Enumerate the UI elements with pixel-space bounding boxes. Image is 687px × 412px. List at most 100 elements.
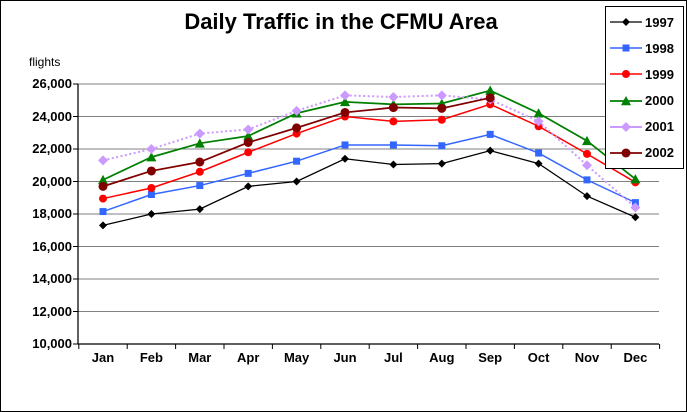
x-tick-label: May [283,350,310,365]
diamond-marker [194,128,205,139]
legend-entry-2001: 2001 [609,119,683,134]
circle-marker [146,166,156,176]
x-tick-label: Dec [623,350,648,365]
series-line-1999 [102,103,636,200]
x-tick-label: Sep [478,350,503,365]
legend-label: 2002 [645,145,674,161]
series-line-1997 [102,149,636,226]
x-tick-label: Jul [383,350,403,365]
square-marker [535,149,543,157]
diamond-marker [622,18,630,27]
square-marker [196,182,204,190]
y-tick-label: 24,000 [32,108,72,124]
diamond-marker [291,105,302,116]
diamond-marker [621,121,631,132]
square-marker [389,141,397,149]
diamond-marker [583,192,591,201]
diamond-marker [341,154,349,163]
circle-marker [244,148,253,157]
square-marker [293,157,301,165]
legend-label: 1997 [645,14,674,30]
triangle-marker [485,85,496,95]
triangle-marker [194,138,205,148]
series-line-2001 [102,94,637,209]
legend-key-2000 [610,95,642,105]
diamond-marker [292,177,301,186]
circle-marker [622,70,630,79]
legend: 1997 1998 1999 2000 2001 2002 [605,6,684,169]
circle-marker [147,184,156,192]
legend-label: 1999 [645,66,674,82]
square-marker [583,176,591,184]
circle-marker [437,103,447,113]
legend-entry-1998: 1998 [609,41,683,56]
legend-key-1997 [610,18,642,27]
y-tick-label: 22,000 [32,141,72,156]
diamond-marker [244,182,253,191]
x-tick-label: Oct [527,350,550,365]
legend-label: 2000 [645,93,674,109]
triangle-marker [146,152,157,162]
square-marker [99,208,107,216]
y-tick-label: 10,000 [32,336,72,351]
legend-key-2002 [610,148,642,158]
x-tick-label: Nov [574,350,600,365]
square-marker [438,142,446,150]
x-tick-label: Jan [91,350,115,365]
series-line-2000 [102,89,636,181]
diamond-marker [486,146,495,155]
circle-marker [485,93,495,103]
diamond-marker [146,144,157,154]
x-tick-label: Jun [333,350,357,365]
circle-marker [583,149,591,158]
triangle-marker [98,174,108,185]
y-tick-label: 18,000 [32,206,72,221]
legend-key-1999 [610,70,642,79]
diamond-marker [195,205,204,214]
circle-marker [98,181,108,191]
diamond-marker [437,159,446,168]
legend-entry-1997: 1997 [609,15,683,30]
diamond-marker [582,160,592,171]
diamond-marker [99,221,107,230]
circle-marker [243,138,253,147]
diamond-marker [98,155,108,166]
square-marker [622,44,630,52]
chart-title: Daily Traffic in the CFMU Area [184,9,498,34]
square-marker [341,141,349,149]
diamond-marker [436,90,447,101]
square-marker [486,130,494,138]
circle-marker [388,103,398,113]
y-axis-title: flights [29,55,61,69]
y-tick-label: 14,000 [32,271,72,286]
triangle-marker [582,135,592,146]
diamond-marker [389,160,398,169]
y-tick-label: 20,000 [32,173,72,189]
circle-marker [292,123,302,133]
circle-marker [437,115,446,124]
legend-key-2001 [610,121,642,132]
legend-label: 2001 [645,119,674,135]
legend-key-1998 [610,44,642,52]
y-tick-label: 16,000 [32,238,72,254]
diamond-marker [147,210,156,218]
circle-marker [340,107,350,117]
triangle-marker [243,131,254,141]
y-tick-label: 12,000 [32,303,72,319]
circle-marker [195,157,205,167]
legend-label: 1998 [645,40,674,56]
triangle-marker [340,96,350,107]
circle-marker [621,148,631,158]
x-tick-label: Mar [188,350,212,365]
x-tick-label: Aug [429,350,455,365]
triangle-marker [621,95,631,105]
x-tick-label: Apr [236,350,260,365]
x-tick-label: Feb [139,350,163,365]
circle-marker [195,167,204,176]
diamond-marker [533,116,544,127]
square-marker [147,191,155,198]
diamond-marker [631,213,640,222]
legend-entry-2002: 2002 [609,145,683,160]
